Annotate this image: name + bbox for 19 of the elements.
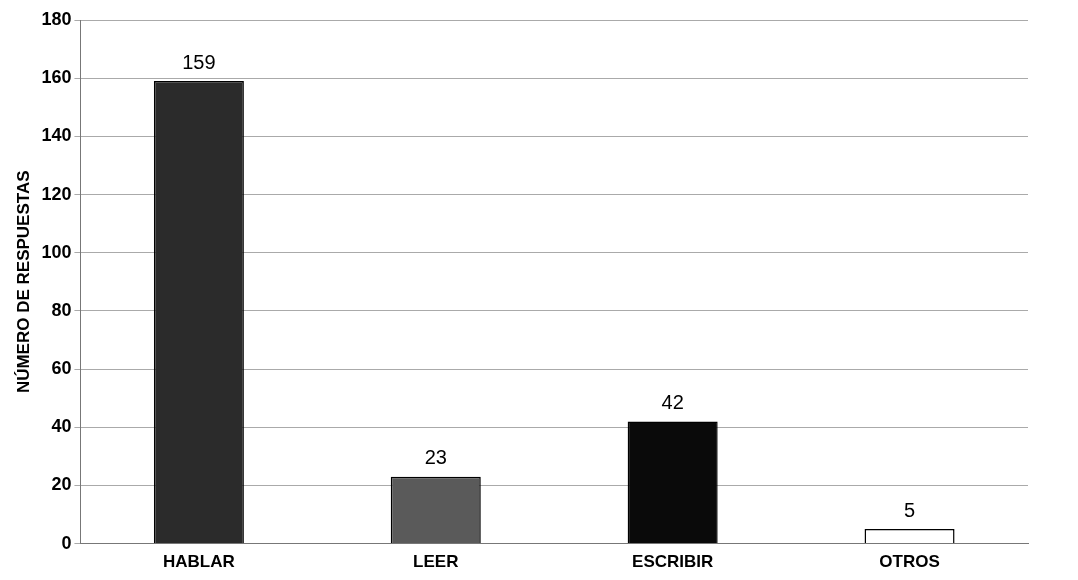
x-tick-label: ESCRIBIR [632, 552, 714, 572]
y-tick-label: 0 [61, 532, 72, 553]
y-tick-label: 60 [51, 358, 72, 379]
x-tick-label: HABLAR [162, 552, 235, 572]
y-tick-label: 80 [51, 299, 72, 320]
data-label: 5 [903, 498, 916, 521]
y-axis-title: NÚMERO DE RESPUESTAS [13, 170, 33, 394]
data-label: 159 [182, 50, 216, 73]
data-label: 23 [424, 446, 447, 469]
x-tick-label: LEER [413, 552, 459, 572]
y-tick-label: 120 [41, 183, 72, 204]
x-tick-label: OTROS [879, 552, 940, 572]
y-tick-label: 100 [41, 241, 72, 262]
y-tick-label: 160 [41, 67, 72, 88]
y-tick-label: 140 [41, 125, 72, 146]
data-label: 42 [661, 390, 684, 413]
y-tick-label: 20 [51, 474, 72, 495]
y-tick-label: 40 [51, 416, 72, 437]
y-tick-label: 180 [41, 8, 72, 29]
